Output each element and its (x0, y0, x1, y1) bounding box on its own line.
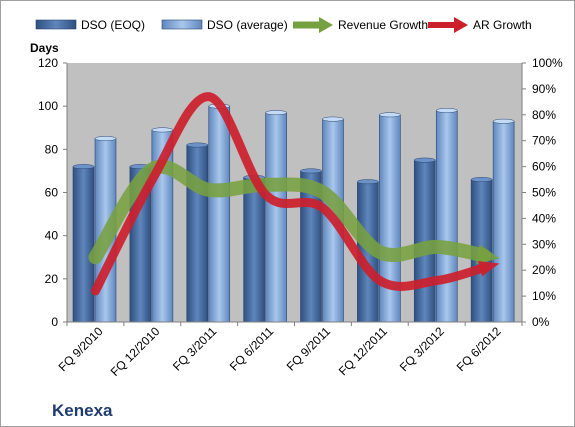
bar-cap (151, 127, 174, 133)
bar-cap (300, 168, 322, 174)
y2-tick-label: 70% (532, 134, 556, 148)
bar-dso-average (435, 110, 458, 323)
bar-dso-average (379, 114, 401, 323)
bar-cap (436, 108, 458, 113)
bar-dso-eoq (243, 177, 265, 323)
y-axis-title: Days (30, 41, 59, 55)
y2-tick-label: 50% (532, 186, 556, 200)
bar-dso-eoq (72, 166, 95, 323)
legend-arrowhead (454, 17, 468, 33)
y-tick-label: 80 (45, 142, 59, 156)
x-tick-label: FQ 3/2011 (170, 324, 220, 374)
line-ar-growth (90, 92, 489, 296)
bar-cap (492, 118, 515, 124)
x-tick-label: FQ 6/2012 (454, 324, 504, 374)
y2-tick-label: 0% (532, 315, 550, 329)
bar-cap (379, 112, 401, 118)
y2-tick-label: 20% (532, 263, 556, 277)
arrowhead-revenue-growth (476, 244, 500, 265)
y-tick-label: 40 (45, 229, 59, 243)
y-tick-label: 20 (45, 272, 59, 286)
bar-cap (72, 164, 95, 170)
legend-swatch (161, 19, 203, 30)
bar-cap (94, 136, 117, 141)
x-tick-label: FQ 9/2010 (56, 324, 106, 374)
line-revenue-growth (88, 159, 491, 265)
y2-tick-label: 100% (532, 56, 563, 70)
y2-tick-label: 90% (532, 82, 556, 96)
bar-dso-average (208, 105, 231, 323)
x-tick-label: FQ 12/2011 (336, 324, 390, 378)
x-tick-label: FQ 12/2010 (108, 324, 163, 379)
arrowhead-ar-growth (477, 260, 500, 277)
bar-dso-average (492, 120, 515, 323)
y2-tick-label: 30% (532, 237, 556, 251)
x-tick-label: FQ 9/2011 (284, 324, 334, 374)
y-tick-label: 120 (38, 56, 58, 70)
chart-legend: DSO (EOQ) DSO (average) Revenue Growth AR G… (35, 17, 532, 33)
y-tick-label: 0 (51, 315, 58, 329)
bar-cap (357, 179, 379, 185)
bar-cap (186, 142, 208, 148)
bar-dso-average (265, 112, 287, 323)
y-tick-label: 60 (45, 186, 59, 200)
legend-label: AR Growth (473, 18, 532, 32)
bar-cap (414, 157, 436, 163)
legend-label: Revenue Growth (338, 18, 428, 32)
legend-label: DSO (average) (207, 18, 288, 32)
legend-swatch (35, 19, 77, 30)
y-tick-label: 100 (38, 99, 58, 113)
bar-cap (265, 110, 287, 116)
bar-cap (322, 116, 344, 122)
bar-dso-eoq (186, 144, 209, 323)
x-tick-label: FQ 3/2012 (397, 324, 447, 374)
x-tick-label: FQ 6/2011 (227, 324, 277, 374)
y2-tick-label: 60% (532, 160, 556, 174)
legend-label: DSO (EOQ) (81, 18, 145, 32)
legend-arrowhead (319, 17, 333, 33)
y2-tick-label: 40% (532, 211, 556, 225)
company-name: Kenexa (52, 401, 113, 420)
y2-tick-label: 10% (532, 289, 556, 303)
y2-tick-label: 80% (532, 108, 556, 122)
bar-cap (470, 177, 493, 183)
